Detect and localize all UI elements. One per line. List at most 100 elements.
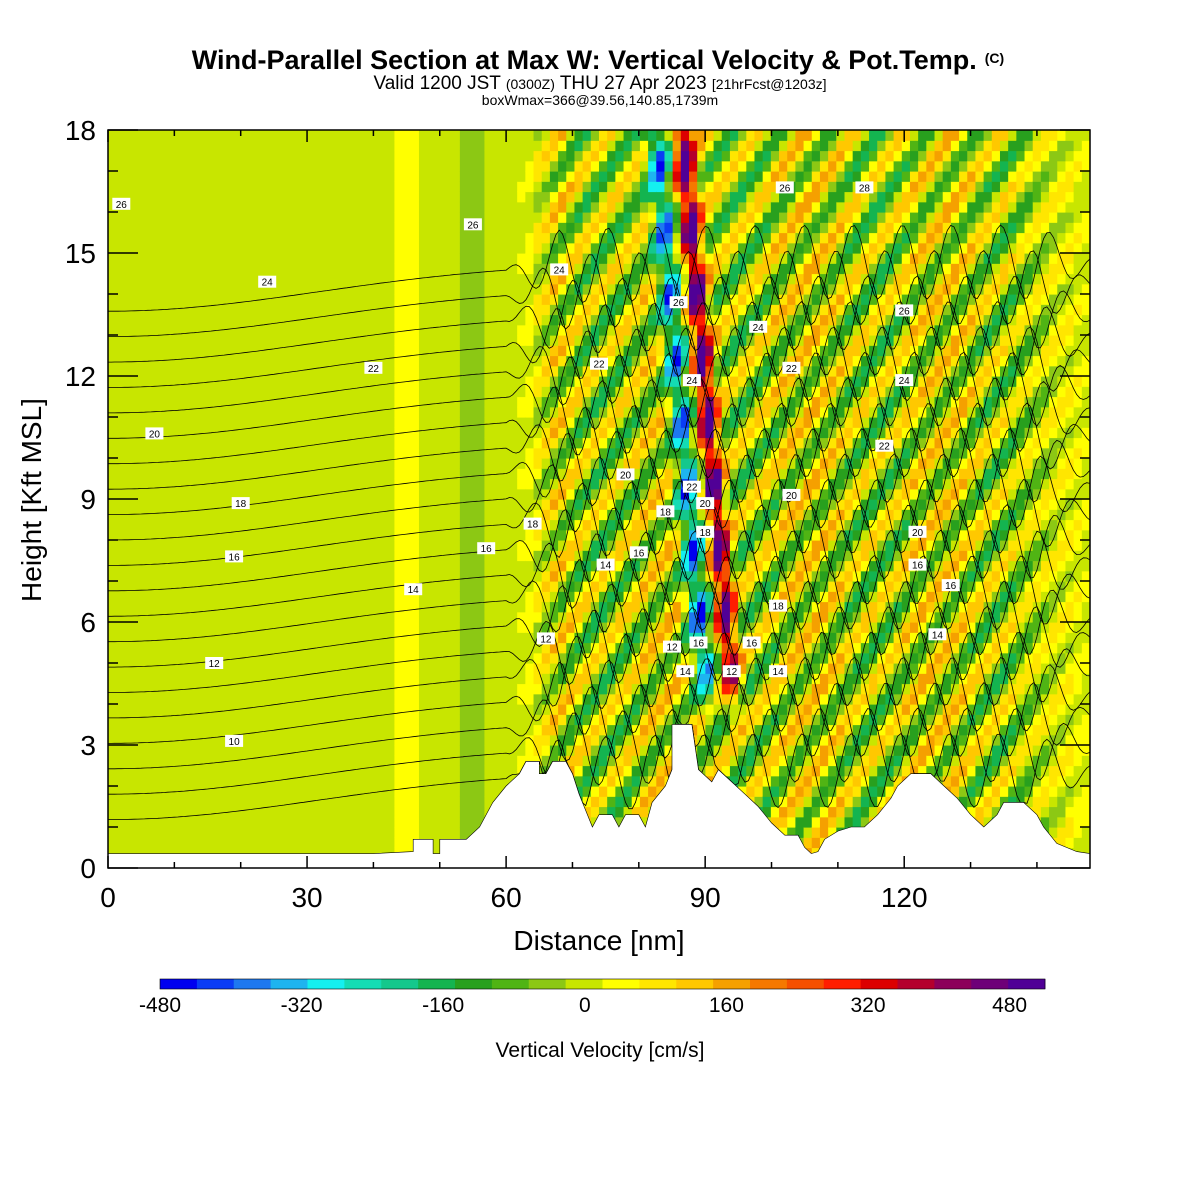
field-cell [206, 191, 215, 203]
field-cell [271, 242, 281, 254]
field-cell [418, 652, 428, 664]
field-cell [345, 386, 355, 398]
field-cell [517, 560, 526, 572]
field-cell [165, 683, 175, 695]
field-cell [631, 755, 641, 767]
field-cell [157, 386, 166, 398]
field-cell [533, 283, 543, 295]
field-cell [108, 540, 117, 551]
field-cell [468, 150, 477, 162]
field-cell [492, 714, 502, 726]
field-cell [288, 550, 297, 562]
field-cell [148, 488, 158, 500]
field-cell [500, 704, 510, 715]
field-cell [255, 622, 265, 633]
field-cell [230, 314, 240, 326]
field-cell [533, 396, 543, 408]
field-cell [656, 478, 666, 490]
field-cell [296, 663, 305, 674]
field-cell [222, 447, 232, 459]
field-cell [566, 673, 576, 685]
field-cell [500, 335, 510, 346]
field-cell [533, 437, 543, 449]
field-cell [590, 335, 600, 346]
field-cell [508, 201, 518, 213]
field-cell [402, 222, 412, 234]
field-cell [353, 253, 363, 264]
field-cell [410, 242, 420, 254]
field-cell [328, 396, 338, 408]
field-cell [165, 232, 175, 244]
field-cell [345, 673, 355, 685]
field-cell [615, 714, 625, 726]
field-cell [648, 150, 657, 162]
field-cell [173, 529, 183, 541]
field-cell [476, 786, 486, 797]
field-cell [353, 704, 363, 715]
field-cell [517, 355, 526, 367]
field-cell [607, 130, 616, 141]
field-cell [116, 581, 125, 592]
field-cell [394, 376, 404, 387]
field-cell [476, 550, 486, 562]
field-cell [230, 201, 240, 213]
field-cell [288, 355, 297, 367]
field-cell [418, 765, 428, 777]
field-cell [566, 171, 576, 182]
field-cell [181, 847, 191, 859]
field-cell [656, 335, 666, 346]
field-cell [148, 417, 158, 428]
field-cell [304, 314, 314, 326]
field-cell [132, 704, 142, 715]
field-cell [255, 406, 265, 418]
field-cell [599, 365, 608, 377]
field-cell [148, 242, 158, 254]
field-cell [533, 201, 543, 213]
field-cell [328, 570, 338, 582]
field-cell [451, 171, 461, 182]
field-cell [599, 478, 608, 490]
field-cell [623, 786, 633, 797]
field-cell [255, 570, 265, 582]
field-cell [116, 447, 125, 459]
field-cell [328, 150, 338, 162]
field-cell [157, 171, 166, 182]
field-cell [566, 232, 576, 244]
field-cell [337, 324, 346, 336]
field-cell [492, 632, 502, 644]
field-cell [288, 540, 297, 551]
field-cell [623, 253, 633, 264]
field-cell [132, 734, 142, 746]
field-cell [418, 714, 428, 726]
field-cell [148, 294, 158, 305]
field-cell [639, 345, 649, 357]
field-cell [451, 150, 461, 162]
field-cell [108, 406, 117, 418]
field-cell [353, 396, 363, 408]
field-cell [427, 150, 436, 162]
field-cell [345, 324, 355, 336]
field-cell [320, 796, 330, 808]
field-cell [238, 775, 248, 787]
field-cell [590, 509, 600, 521]
field-cell [328, 765, 338, 777]
field-cell [599, 806, 608, 818]
field-cell [541, 345, 551, 357]
field-cell [361, 827, 371, 838]
field-cell [124, 478, 134, 490]
field-cell [549, 253, 559, 264]
field-cell [582, 714, 592, 726]
field-cell [476, 232, 486, 244]
field-cell [656, 488, 666, 500]
field-cell [271, 417, 281, 428]
field-cell [361, 437, 371, 449]
field-cell [288, 591, 297, 603]
field-cell [271, 314, 281, 326]
field-cell [214, 222, 224, 234]
field-cell [361, 755, 371, 767]
field-cell [664, 632, 674, 644]
field-cell [304, 468, 314, 480]
field-cell [541, 273, 551, 285]
field-cell [574, 355, 584, 367]
field-cell [288, 693, 297, 705]
